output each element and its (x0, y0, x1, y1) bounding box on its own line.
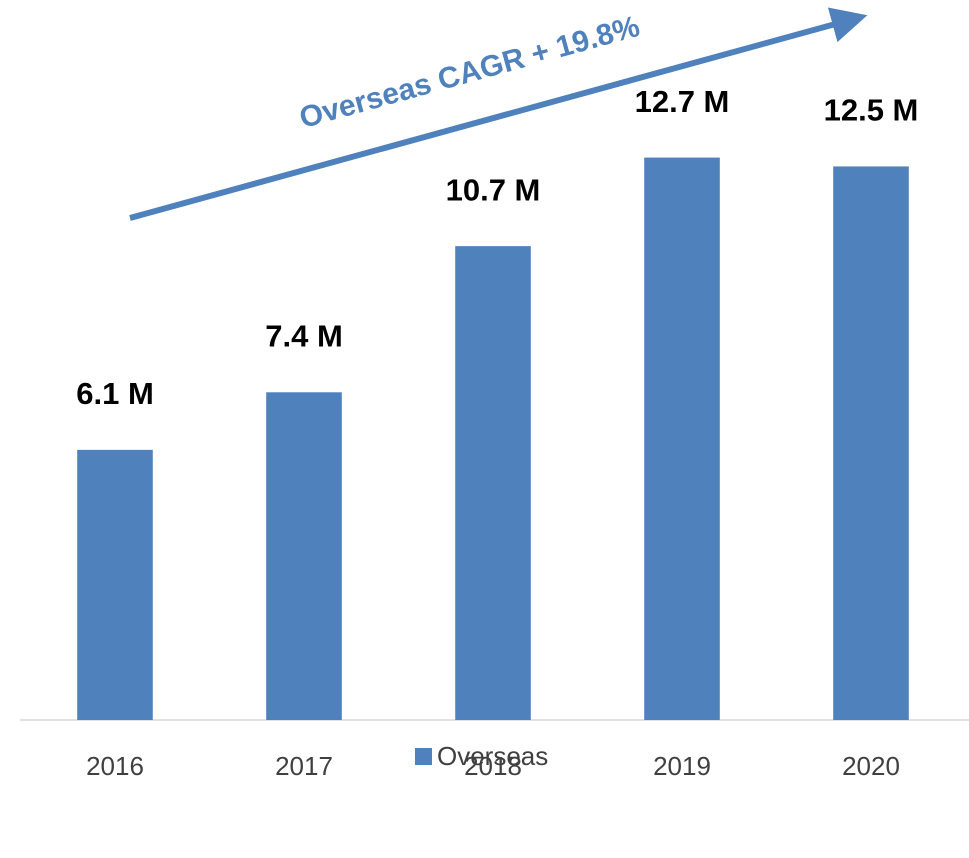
bar (833, 166, 909, 720)
bar (77, 449, 153, 720)
x-tick-label: 2016 (86, 751, 144, 781)
value-label: 10.7 M (446, 172, 541, 207)
annotation: Overseas CAGR + 19.8% (296, 10, 643, 135)
bar (644, 157, 720, 721)
bar (455, 246, 531, 720)
x-tick-label: 2018 (464, 751, 522, 781)
trend-arrow (129, 7, 868, 221)
legend-swatch (415, 748, 432, 765)
value-label: 6.1 M (76, 376, 154, 411)
value-label: 12.5 M (824, 93, 919, 128)
legend-label: Overseas (437, 741, 548, 771)
value-label: 12.7 M (635, 84, 730, 119)
bar (266, 392, 342, 720)
x-tick-label: 2019 (653, 751, 711, 781)
x-tick-label: 2020 (842, 751, 900, 781)
value-label: 7.4 M (265, 318, 343, 353)
x-tick-label: 2017 (275, 751, 333, 781)
